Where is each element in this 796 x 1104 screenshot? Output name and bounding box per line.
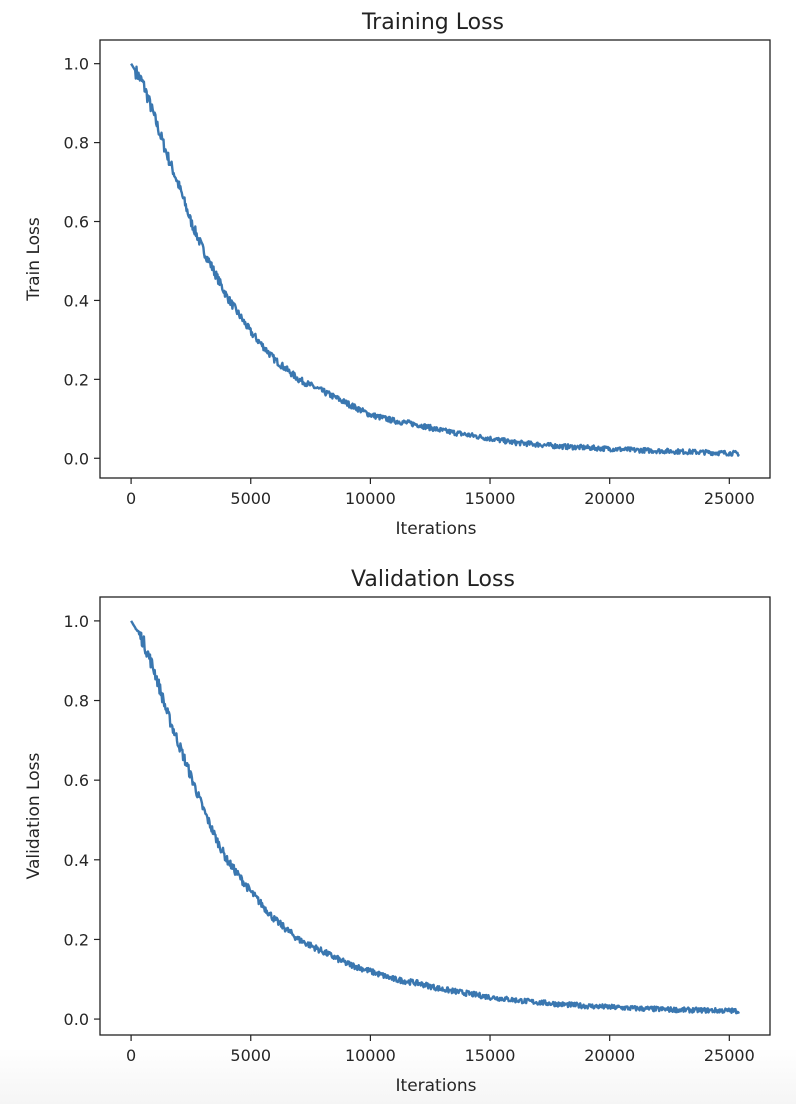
x-tick-label: 25000 xyxy=(704,1046,755,1065)
tick-group: 0 5000 10000 15000 20000 25000 0.0 0.2 0.4 0.6 0.8… xyxy=(64,55,755,508)
axes-frame xyxy=(99,39,771,479)
training-loss-chart: Training Loss Iterations Train Loss 0 500… xyxy=(24,10,771,539)
x-tick-label: 15000 xyxy=(465,489,516,508)
chart-title: Training Loss xyxy=(361,10,504,35)
x-tick-label: 5000 xyxy=(230,1046,271,1065)
x-tick-label: 5000 xyxy=(230,489,271,508)
x-axis-label: Iterations xyxy=(396,519,477,539)
x-tick-label: 20000 xyxy=(584,489,635,508)
y-tick-label: 0.0 xyxy=(64,1010,89,1029)
y-tick-label: 0.4 xyxy=(64,291,89,310)
x-tick-label: 10000 xyxy=(345,489,396,508)
y-tick-label: 1.0 xyxy=(64,55,89,74)
bottom-band xyxy=(0,1048,796,1104)
y-tick-label: 0.6 xyxy=(64,771,89,790)
plot-area xyxy=(130,63,740,457)
x-tick-label: 10000 xyxy=(345,1046,396,1065)
chart-title: Validation Loss xyxy=(351,567,515,592)
x-tick-label: 15000 xyxy=(465,1046,516,1065)
x-tick-label: 20000 xyxy=(584,1046,635,1065)
x-tick-label: 25000 xyxy=(704,489,755,508)
y-tick-label: 0.6 xyxy=(64,213,89,232)
y-tick-label: 0.0 xyxy=(64,449,89,468)
axes-frame xyxy=(99,596,771,1036)
y-tick-label: 1.0 xyxy=(64,612,89,631)
plot-area xyxy=(130,620,740,1015)
series-line xyxy=(130,620,740,1015)
x-tick-label: 0 xyxy=(126,1046,136,1065)
y-tick-label: 0.8 xyxy=(64,692,89,711)
series-line xyxy=(130,63,740,457)
validation-loss-chart: Validation Loss Iterations Validation Lo… xyxy=(24,567,771,1096)
y-tick-label: 0.4 xyxy=(64,851,89,870)
y-tick-label: 0.2 xyxy=(64,930,89,949)
y-axis-label: Validation Loss xyxy=(24,753,44,880)
tick-group: 0 5000 10000 15000 20000 25000 0.0 0.2 0.4 0.6 0.8… xyxy=(64,612,755,1065)
y-tick-label: 0.2 xyxy=(64,370,89,389)
x-axis-label: Iterations xyxy=(396,1076,477,1096)
x-tick-label: 0 xyxy=(126,489,136,508)
y-axis-label: Train Loss xyxy=(24,217,44,302)
y-tick-label: 0.8 xyxy=(64,134,89,153)
